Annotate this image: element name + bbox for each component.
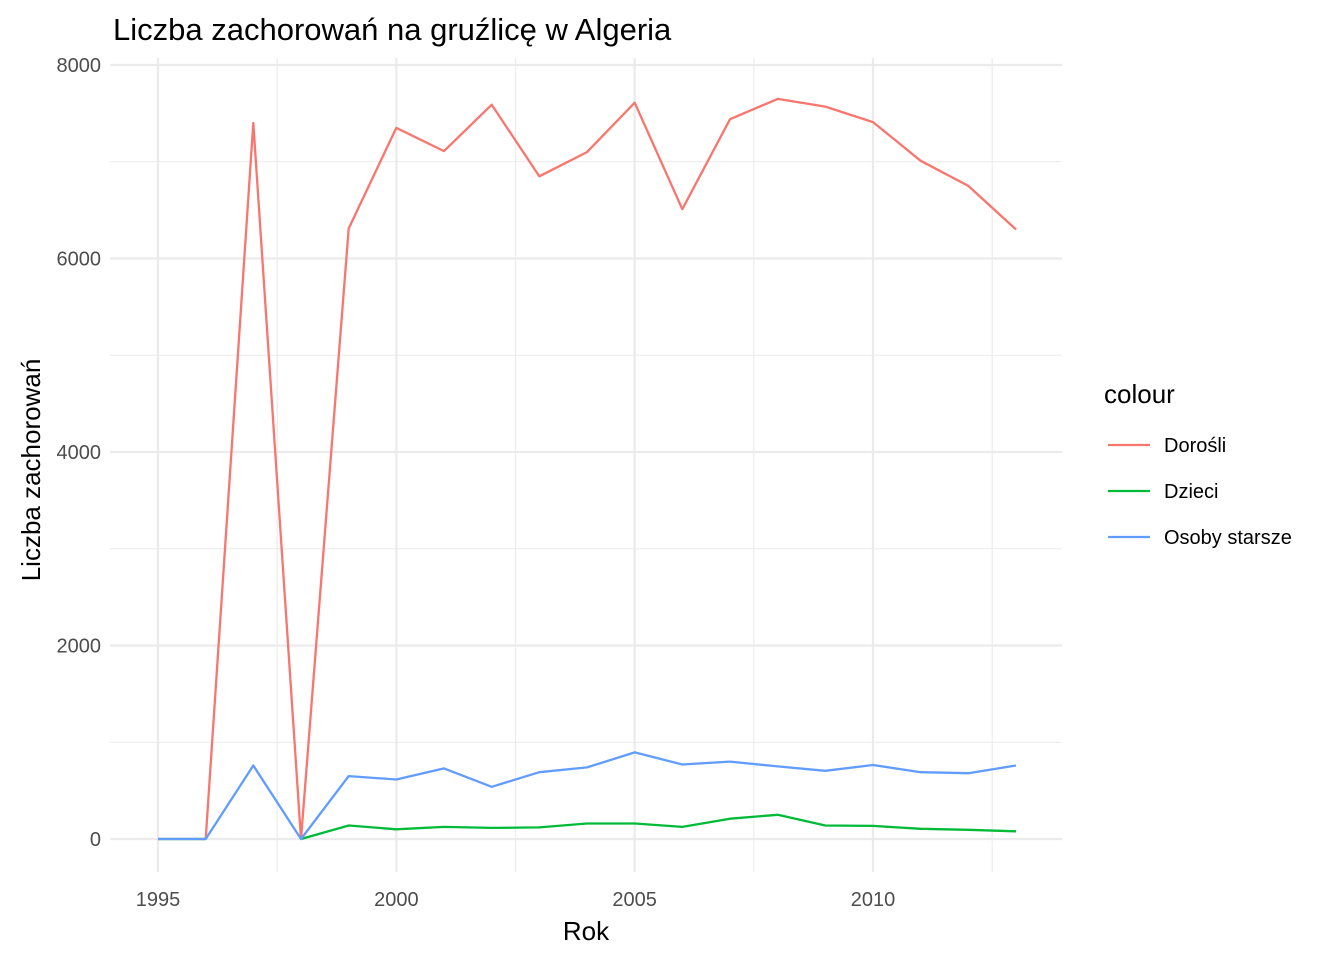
series-line-osoby-starsze [158, 751, 1017, 841]
x-axis-title: Rok [563, 916, 610, 946]
x-tick-label: 2010 [851, 889, 896, 911]
y-axis-title: Liczba zachorowań [16, 359, 46, 582]
x-tick-label: 2005 [612, 889, 657, 911]
legend-title: colour [1104, 379, 1175, 409]
y-tick-label: 6000 [57, 249, 102, 271]
y-tick-label: 0 [90, 829, 101, 851]
legend-label: Dzieci [1164, 481, 1218, 503]
y-tick-label: 4000 [57, 442, 102, 464]
y-axis-tick-labels: 0 2000 4000 6000 8000 [57, 55, 102, 851]
legend-label: Dorośli [1164, 435, 1226, 457]
legend: colour Dorośli Dzieci Osoby starsze [1104, 379, 1292, 549]
grid [110, 58, 1062, 872]
x-tick-label: 2000 [374, 889, 419, 911]
series-lines [158, 97, 1017, 841]
y-tick-label: 2000 [57, 636, 102, 658]
chart-title: Liczba zachorowań na gruźlicę w Algeria [113, 12, 672, 47]
y-tick-label: 8000 [57, 55, 102, 77]
x-axis-tick-labels: 1995 2000 2005 2010 [136, 889, 896, 911]
legend-label: Osoby starsze [1164, 527, 1292, 549]
x-tick-label: 1995 [136, 889, 181, 911]
series-line-dorośli [158, 97, 1017, 841]
